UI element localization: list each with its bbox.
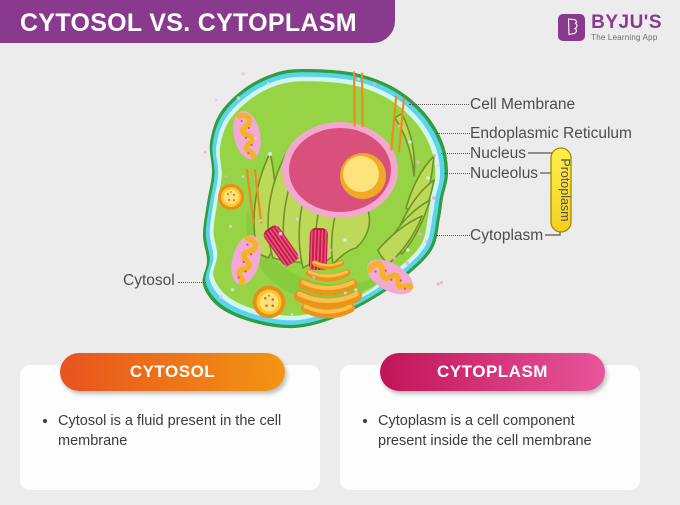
svg-text:Protoplasm: Protoplasm bbox=[558, 158, 572, 221]
